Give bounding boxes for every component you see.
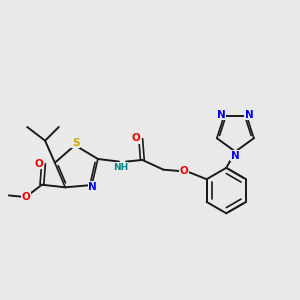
Text: O: O xyxy=(180,166,189,176)
Text: S: S xyxy=(72,138,80,148)
Text: N: N xyxy=(217,110,226,120)
Text: N: N xyxy=(88,182,97,192)
Text: O: O xyxy=(21,192,30,202)
Text: N: N xyxy=(245,110,254,120)
Text: O: O xyxy=(35,159,44,169)
Text: O: O xyxy=(132,133,141,143)
Text: N: N xyxy=(231,151,240,160)
Text: NH: NH xyxy=(113,163,128,172)
